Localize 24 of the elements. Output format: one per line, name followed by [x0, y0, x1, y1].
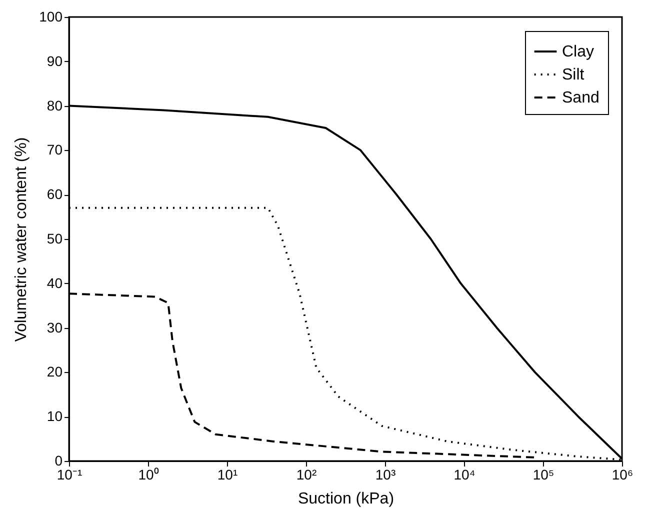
y-tick-label: 30 [46, 319, 63, 336]
x-axis-title: Suction (kPa) [298, 490, 394, 508]
y-tick-label: 80 [46, 97, 63, 114]
y-axis-title: Volumetric water content (%) [13, 137, 30, 342]
y-tick-label: 0 [54, 452, 63, 468]
legend-label: Clay [562, 44, 594, 60]
x-tick-label: 10⁶ [612, 466, 634, 482]
x-tick-label: 10³ [375, 466, 396, 482]
y-tick-label: 100 [39, 8, 63, 24]
legend-label: Silt [562, 66, 585, 84]
x-tick-label: 10² [296, 466, 317, 482]
x-tick-label: 10⁰ [138, 466, 159, 482]
y-tick-label: 10 [46, 408, 63, 424]
y-tick-label: 90 [46, 52, 63, 69]
x-tick-label: 10⁴ [454, 466, 476, 482]
x-tick-label: 10⁻¹ [56, 466, 82, 482]
y-tick-label: 60 [46, 186, 63, 202]
y-tick-label: 50 [46, 230, 63, 246]
y-tick-label: 40 [46, 274, 63, 291]
y-tick-label: 70 [46, 142, 63, 158]
x-tick-label: 10¹ [217, 466, 238, 482]
x-tick-label: 10⁵ [532, 466, 554, 482]
y-tick-label: 20 [46, 364, 63, 380]
legend-label: Sand [562, 90, 600, 106]
